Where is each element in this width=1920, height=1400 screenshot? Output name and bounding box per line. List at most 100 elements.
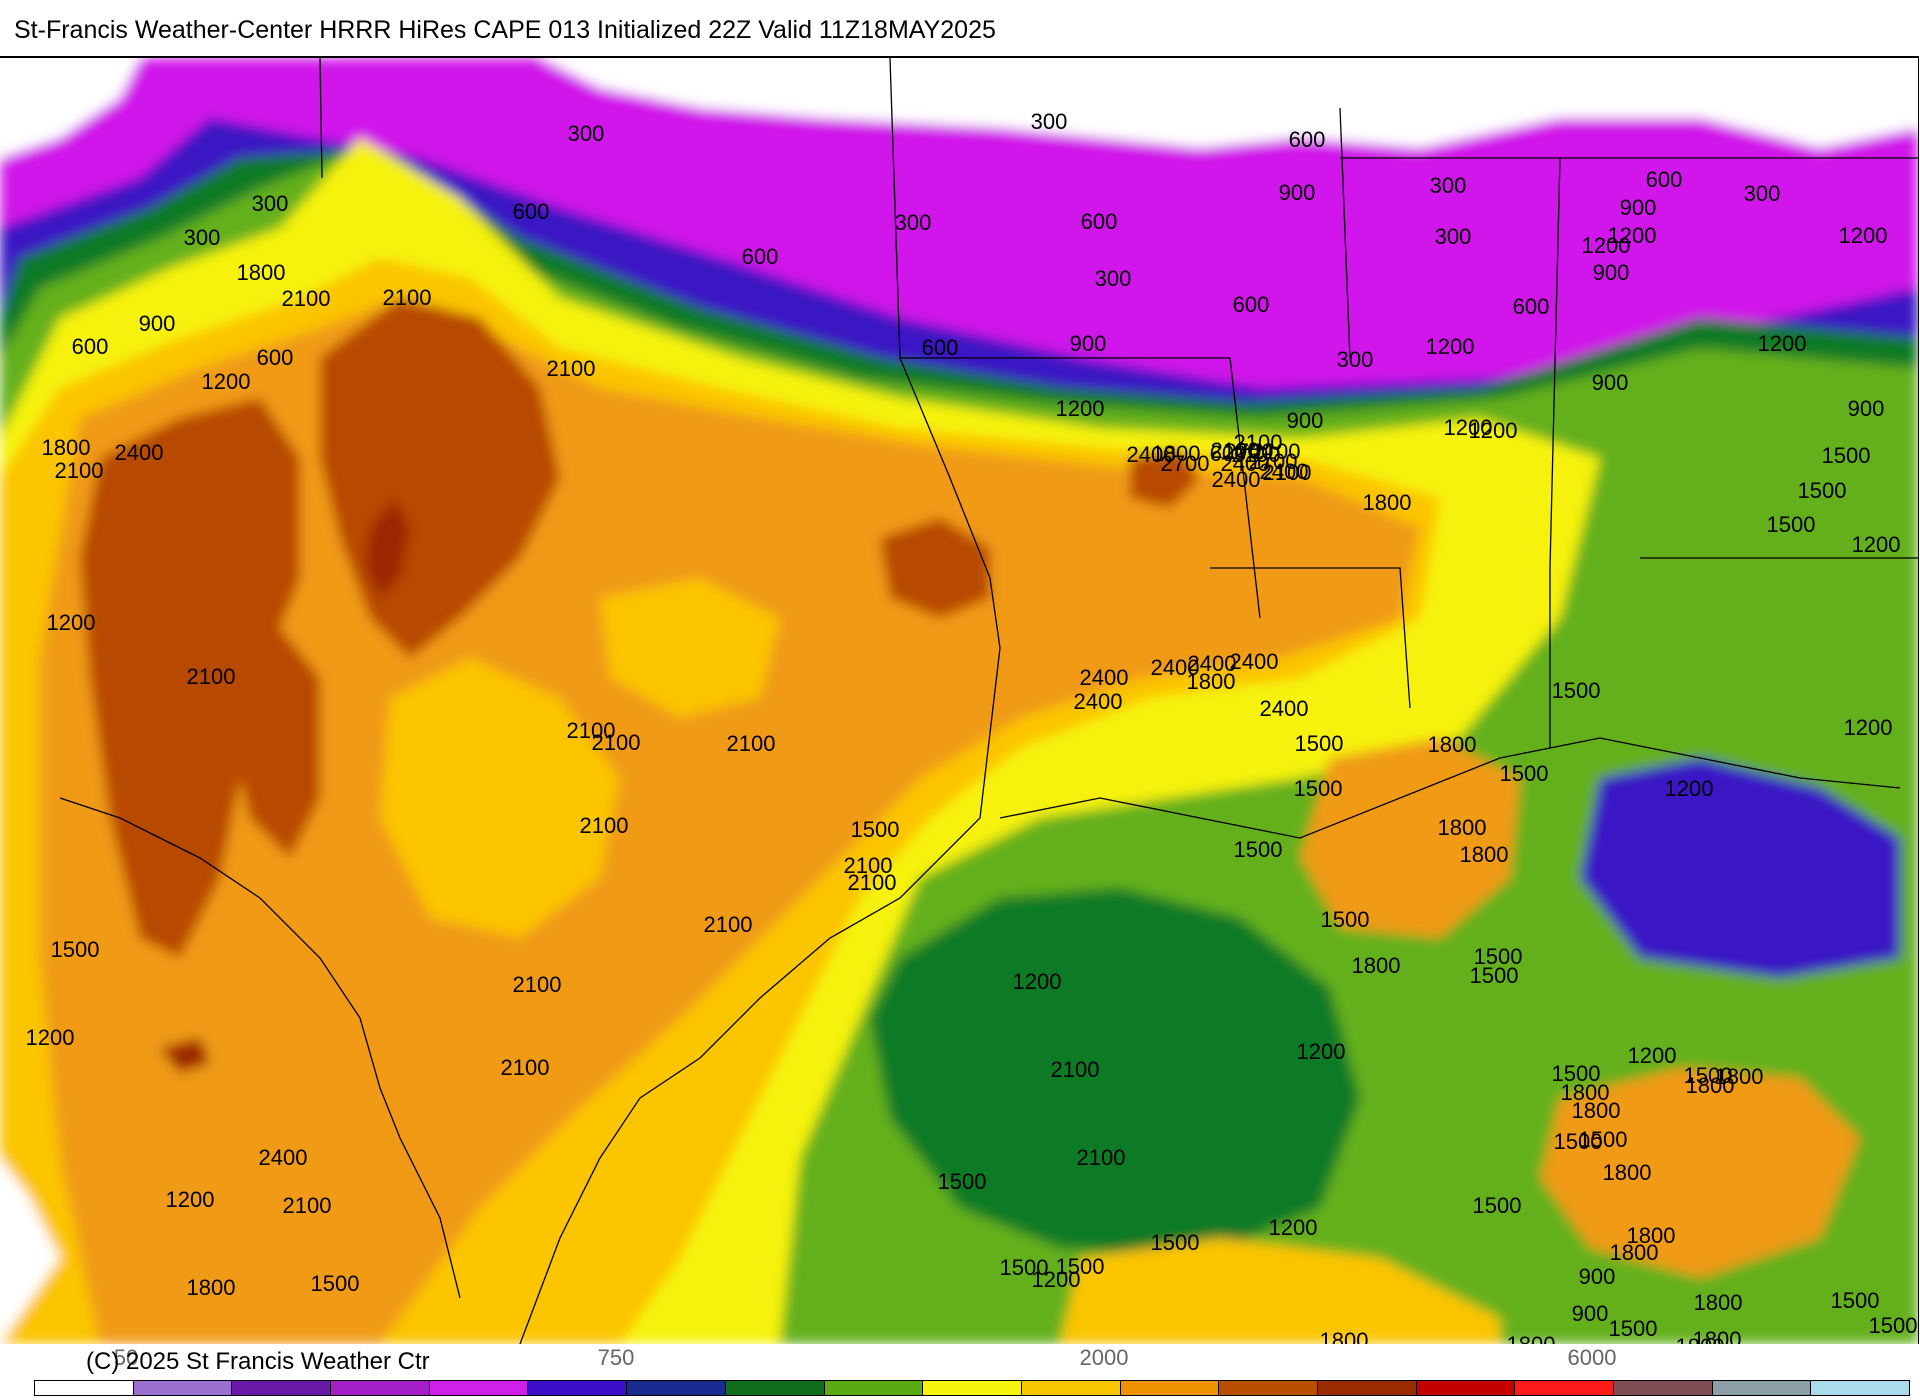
border-line-13 <box>999 737 1901 839</box>
cape-contour-label: 1800 <box>1363 490 1412 515</box>
cape-contour-label: 2100 <box>704 912 753 937</box>
cape-contour-label: 1200 <box>1032 1267 1081 1292</box>
cape-contour-label: 2100 <box>1234 430 1283 455</box>
cape-contour-label: 1500 <box>51 937 100 962</box>
cape-contour-label: 600 <box>922 335 959 360</box>
cape-contour-label: 900 <box>1620 195 1657 220</box>
cape-contour-label: 1500 <box>938 1169 987 1194</box>
colorbar-segment <box>725 1381 825 1395</box>
cape-contour-label: 2400 <box>1074 689 1123 714</box>
colorbar-segment <box>1120 1381 1220 1395</box>
cape-contour-label: 1800 <box>1676 1334 1725 1344</box>
border-line-2 <box>889 58 901 359</box>
cape-contour-label: 1800 <box>1686 1073 1735 1098</box>
cape-contour-label: 1800 <box>1320 1328 1369 1344</box>
field-rust-west <box>80 398 300 958</box>
cape-contour-label: 1800 <box>1428 732 1477 757</box>
border-line-8 <box>1210 567 1411 709</box>
cape-contour-label: 1800 <box>1715 1064 1764 1089</box>
border-line-7 <box>1549 157 1561 748</box>
cape-contour-label: 1500 <box>1500 761 1549 786</box>
colorbar-segment <box>1416 1381 1516 1395</box>
border-line-4 <box>1229 357 1261 619</box>
colorbar-segment <box>1515 1381 1614 1395</box>
border-line-11 <box>59 797 461 1299</box>
colorbar-segment <box>923 1381 1022 1395</box>
cape-contour-label: 900 <box>1593 260 1630 285</box>
cape-contour-label: 1500 <box>1474 944 1523 969</box>
border-line-1 <box>319 58 323 179</box>
cape-contour-label: 2700 <box>1249 449 1298 474</box>
cape-contour-label: 2400 <box>1080 665 1129 690</box>
cape-contour-label: 600 <box>1289 127 1326 152</box>
field-darkred-baja <box>160 1038 210 1073</box>
cape-contour-label: 2100 <box>580 813 629 838</box>
cape-contour-label: 1500 <box>1295 731 1344 756</box>
cape-contour-label: 1500 <box>1321 907 1370 932</box>
cape-contour-label: 300 <box>184 225 221 250</box>
cape-contour-label: 600 <box>513 199 550 224</box>
cape-contour-label: 1200 <box>1013 969 1062 994</box>
colorbar-labels: 50 750 2000 6000 <box>0 1345 1920 1375</box>
cape-contour-label: 300 <box>1430 173 1467 198</box>
cape-contour-label: 900 <box>1287 408 1324 433</box>
cape-contour-label: 1500 <box>1294 776 1343 801</box>
cape-contour-label: 1800 <box>1603 1160 1652 1185</box>
field-gold-inner-2 <box>600 578 780 718</box>
colorbar-segment <box>1317 1381 1417 1395</box>
cape-contour-label: 1800 <box>1049 1340 1098 1344</box>
cape-contour-label: 900 <box>1579 1264 1616 1289</box>
field-gold-inner <box>380 658 620 938</box>
cape-contour-label: 1200 <box>1582 233 1631 258</box>
cape-contour-label: 1200 <box>1444 415 1493 440</box>
cape-contour-label: 1800 <box>1187 669 1236 694</box>
cape-contour-label: 2100 <box>727 731 776 756</box>
cape-contour-label: 1200 <box>1056 396 1105 421</box>
colorbar-segment <box>1219 1381 1318 1395</box>
cape-contour-label: 2100 <box>1263 460 1312 485</box>
cape-contour-label: 1500 <box>1869 1313 1918 1338</box>
cape-contour-label: 1200 <box>1469 418 1518 443</box>
cape-contour-label: 1500 <box>1234 837 1283 862</box>
cape-contour-label: 1500 <box>1822 443 1871 468</box>
cape-contour-label: 1500 <box>1470 963 1519 988</box>
field-gold-south <box>1060 1238 1500 1344</box>
cape-contour-label: 1200 <box>1628 1043 1677 1068</box>
cape-contour-label: 2100 <box>592 730 641 755</box>
cape-contour-label: 1200 <box>1758 331 1807 356</box>
cape-contour-label: 1800 <box>1460 842 1509 867</box>
cape-contour-label: 1200 <box>1297 1039 1346 1064</box>
cape-contour-label: 2700 <box>1161 451 1210 476</box>
cape-contour-label: 1800 <box>1438 815 1487 840</box>
cape-contour-label: 2100 <box>1077 1145 1126 1170</box>
political-boundaries <box>59 58 1918 1344</box>
cape-contour-label: 1200 <box>1839 223 1888 248</box>
colorbar-label: 2000 <box>1079 1345 1129 1370</box>
cape-contour-label: 300 <box>1435 224 1472 249</box>
field-rust-ok <box>1130 448 1200 508</box>
cape-map: 3003003003003003003003003003003006006006… <box>0 56 1919 1344</box>
cape-contour-label: 2100 <box>55 458 104 483</box>
cape-contour-label: 2700 <box>1225 439 1274 464</box>
cape-contour-label: 600 <box>72 334 109 359</box>
cape-contour-label: 1800 <box>1694 1290 1743 1315</box>
colorbar-segment <box>331 1381 430 1395</box>
cape-contour-label: 300 <box>1337 347 1374 372</box>
cape-contour-label: 1800 <box>42 435 91 460</box>
cape-contour-label: 2100 <box>848 870 897 895</box>
cape-contour-label: 1500 <box>1831 1288 1880 1313</box>
cape-contour-label: 600 <box>1081 209 1118 234</box>
border-line-12 <box>519 1097 641 1344</box>
colorbar-segment <box>528 1381 628 1395</box>
cape-contour-label: 300 <box>252 191 289 216</box>
cape-contour-label: 1500 <box>1151 1230 1200 1255</box>
cape-contour-label: 2100 <box>383 285 432 310</box>
cape-contour-label: 2400 <box>1260 459 1309 484</box>
cape-contour-label: 1500 <box>1056 1254 1105 1279</box>
colorbar-segment <box>133 1381 233 1395</box>
cape-contour-label: 1200 <box>1665 776 1714 801</box>
cape-contour-label: 1500 <box>1767 512 1816 537</box>
cape-contour-label: 1800 <box>1693 1327 1742 1344</box>
cape-contour-label: 1200 <box>202 369 251 394</box>
cape-contour-label: 1500 <box>851 817 900 842</box>
